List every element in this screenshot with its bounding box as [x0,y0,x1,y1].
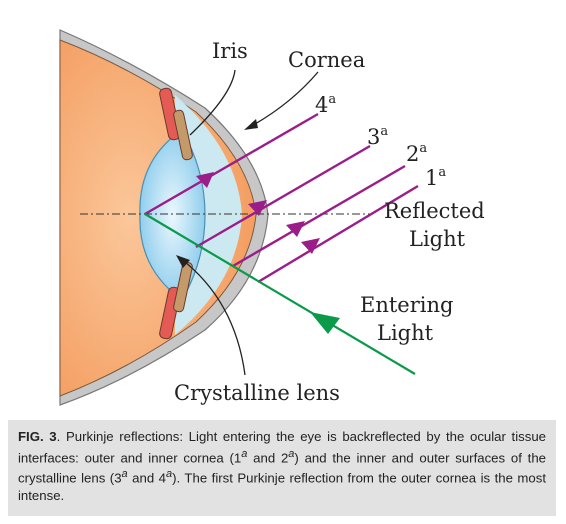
ray-3a [195,144,371,249]
caption-sup-1: a [241,447,248,460]
crystalline-lens-label: Crystalline lens [174,381,340,405]
entering-light-label-2: Light [377,321,434,345]
ray-2a [232,164,406,268]
caption-sup-4: a [166,468,173,481]
reflection-label-4: 4a [315,92,336,117]
caption-text-3: ) and the inner and outer surfaces of th… [18,449,547,486]
entering-ray [144,213,416,375]
reflected-rays [144,112,419,284]
reflection-label-2: 2a [406,141,427,166]
cornea-label: Cornea [288,48,365,72]
caption-text-5: ). The first Purkinje reflection from th… [18,470,547,504]
reflected-arrowheads [196,172,320,254]
caption-sup-3: a [121,468,128,481]
iris-upper [159,87,193,161]
reflected-light-label-2: Light [409,227,466,251]
ray-4a [144,112,319,216]
iris-lower [159,261,193,340]
entering-light-label-1: Entering [360,293,453,317]
caption-sup-2: a [288,447,295,460]
iris-label: Iris [212,39,248,63]
entering-arrowhead [310,312,340,334]
reflection-label-3: 3a [367,124,388,149]
caption-text-2: and 2 [247,449,289,465]
fig-label: FIG. 3 [18,429,57,444]
reflection-label-1: 1a [425,165,446,190]
ray-1a [257,184,419,284]
iris-pointer [189,69,236,136]
figure-caption: FIG. 3. Purkinje reflections: Light ente… [8,420,556,516]
lens-pointer [179,257,246,376]
reflected-light-label-1: Reflected [384,199,485,223]
caption-text-1: . Purkinje reflections: Light entering t… [18,429,547,465]
caption-text-4: and 4 [127,470,166,486]
purkinje-diagram: Iris Cornea 4a 3a 2a 1a Reflected Light … [59,29,485,406]
cornea-pointer-arrowhead [244,119,258,130]
lens-pointer-arrowhead [176,255,190,268]
